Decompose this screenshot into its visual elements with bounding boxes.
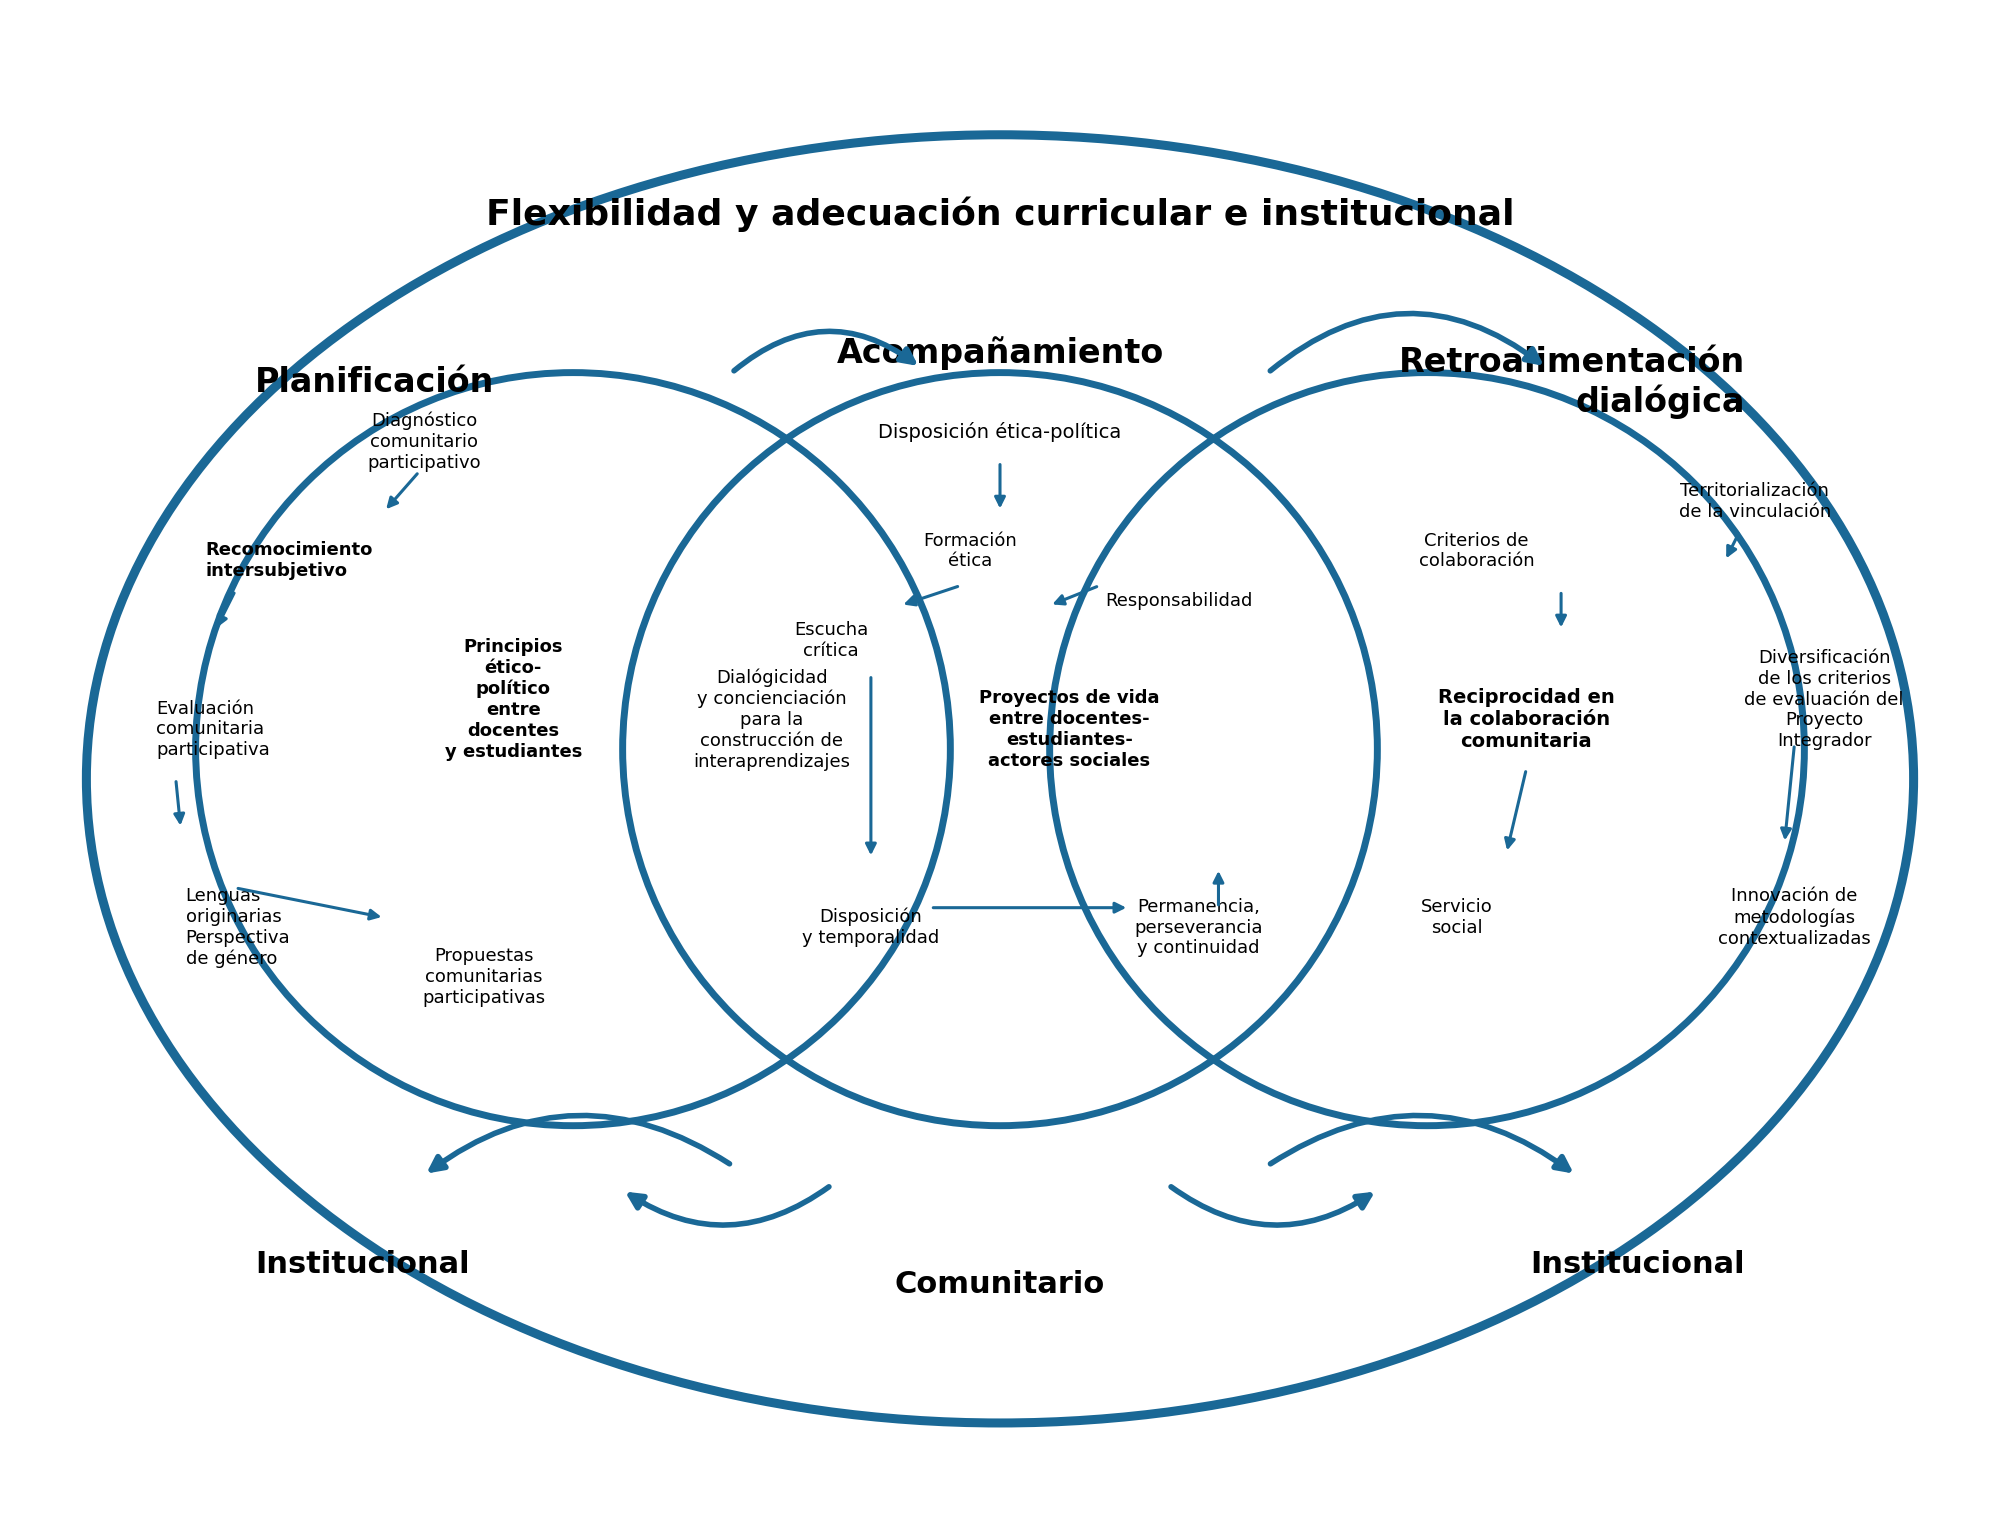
Text: Proyectos de vida
entre docentes-
estudiantes-
actores sociales: Proyectos de vida entre docentes- estudi… <box>980 690 1160 769</box>
Text: Diversificación
de los criterios
de evaluación del
Proyecto
Integrador: Diversificación de los criterios de eval… <box>1744 648 1904 751</box>
Text: Evaluación
comunitaria
participativa: Evaluación comunitaria participativa <box>156 700 270 758</box>
Text: Acompañamiento: Acompañamiento <box>836 336 1164 370</box>
Text: Servicio
social: Servicio social <box>1420 898 1492 937</box>
Text: Responsabilidad: Responsabilidad <box>1106 592 1252 610</box>
Text: Flexibilidad y adecuación curricular e institucional: Flexibilidad y adecuación curricular e i… <box>486 196 1514 232</box>
Text: Reciprocidad en
la colaboración
comunitaria: Reciprocidad en la colaboración comunita… <box>1438 688 1614 751</box>
Text: Permanencia,
perseverancia
y continuidad: Permanencia, perseverancia y continuidad <box>1134 898 1262 957</box>
Text: Institucional: Institucional <box>256 1249 470 1278</box>
Text: Dialógicidad
y concienciación
para la
construcción de
interaprendizajes: Dialógicidad y concienciación para la co… <box>694 668 850 771</box>
Text: Comunitario: Comunitario <box>894 1269 1106 1298</box>
Text: Criterios de
colaboración: Criterios de colaboración <box>1418 532 1534 570</box>
Text: Institucional: Institucional <box>1530 1249 1744 1278</box>
Text: Innovación de
metodologías
contextualizadas: Innovación de metodologías contextualiza… <box>1718 887 1870 948</box>
Text: Recomocimiento
intersubjetivo: Recomocimiento intersubjetivo <box>206 541 372 581</box>
Text: Disposición
y temporalidad: Disposición y temporalidad <box>802 908 940 946</box>
Text: Diagnóstico
comunitario
participativo: Diagnóstico comunitario participativo <box>368 411 480 472</box>
Text: Territorialización
de la vinculación: Territorialización de la vinculación <box>1678 482 1830 521</box>
Text: Formación
ética: Formación ética <box>924 532 1018 570</box>
Text: Propuestas
comunitarias
participativas: Propuestas comunitarias participativas <box>422 948 546 1008</box>
Text: Principios
ético-
político
entre
docentes
y estudiantes: Principios ético- político entre docente… <box>444 638 582 761</box>
Text: Lenguas
originarias
Perspectiva
de género: Lenguas originarias Perspectiva de géner… <box>186 887 290 968</box>
Text: Planificación: Planificación <box>256 365 494 399</box>
Text: Retroalimentación
dialógica: Retroalimentación dialógica <box>1398 346 1744 419</box>
Text: Escucha
crítica: Escucha crítica <box>794 621 868 659</box>
Text: Disposición ética-política: Disposición ética-política <box>878 422 1122 442</box>
